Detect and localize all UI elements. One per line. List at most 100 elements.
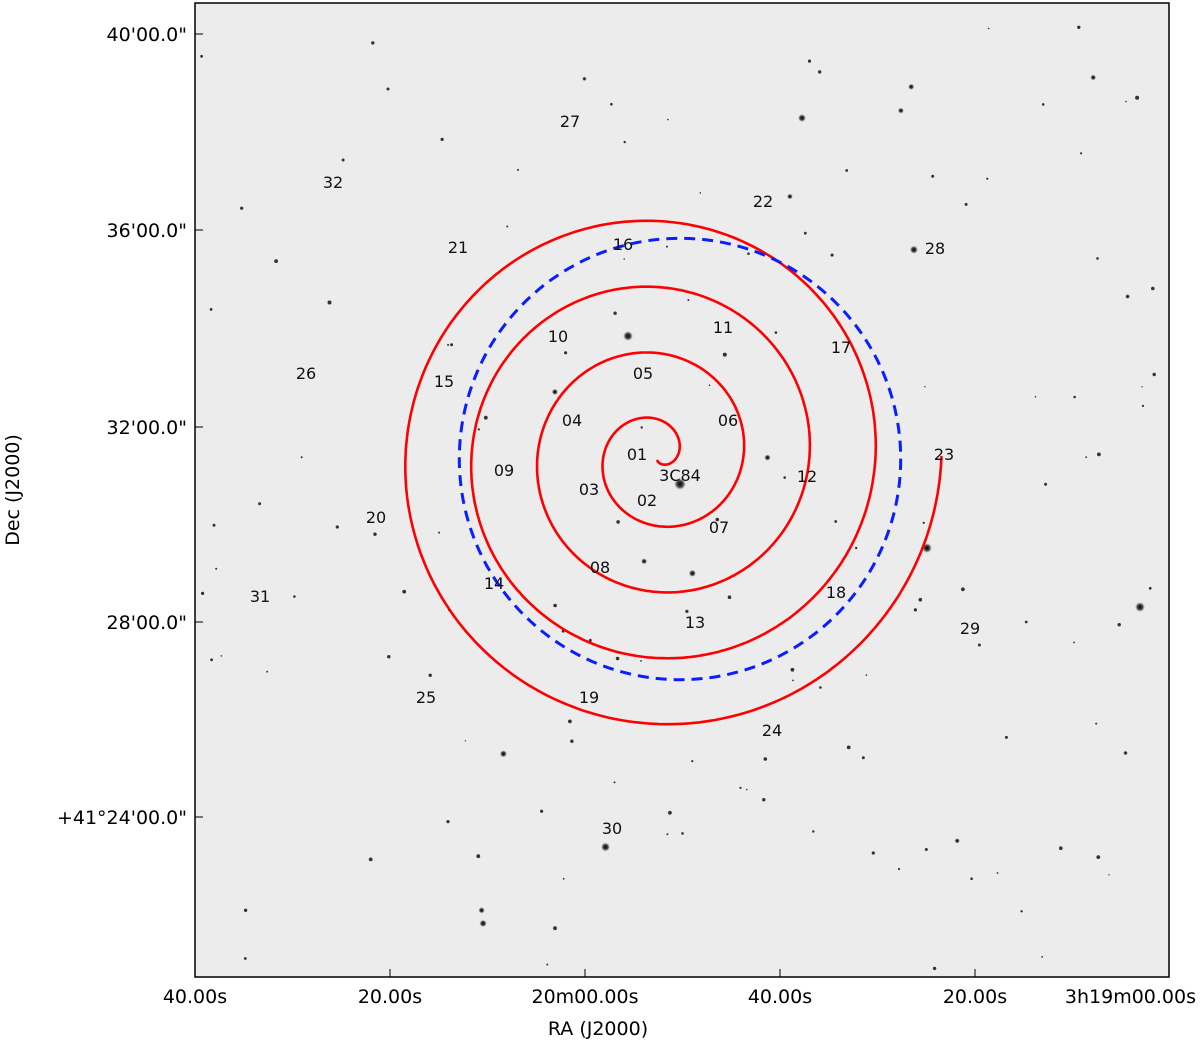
star xyxy=(640,660,642,662)
pointing-label-01: 01 xyxy=(627,445,647,464)
star xyxy=(1077,25,1081,29)
star xyxy=(562,877,565,880)
star xyxy=(970,877,973,880)
star xyxy=(1108,874,1110,876)
star xyxy=(691,760,694,763)
x-tick-label: 3h19m00.00s xyxy=(1065,986,1196,1008)
star xyxy=(1152,372,1156,377)
star xyxy=(666,833,669,836)
x-tick-label: 20.00s xyxy=(943,986,1007,1008)
pointing-label-04: 04 xyxy=(562,411,582,430)
star xyxy=(783,476,786,479)
star xyxy=(909,245,919,254)
star xyxy=(1073,395,1076,399)
pointing-label-05: 05 xyxy=(633,364,653,383)
star xyxy=(293,595,296,598)
star xyxy=(623,140,626,144)
star xyxy=(483,415,488,420)
star xyxy=(666,245,668,248)
star xyxy=(986,177,989,180)
star xyxy=(600,842,611,852)
star xyxy=(747,252,750,255)
star xyxy=(897,867,901,871)
star xyxy=(243,908,248,912)
pointing-label-03: 03 xyxy=(579,480,599,499)
star xyxy=(553,603,557,608)
star xyxy=(924,848,928,851)
pointing-label-28: 28 xyxy=(925,239,945,258)
pointing-label-02: 02 xyxy=(637,491,657,510)
star xyxy=(640,426,643,429)
star xyxy=(438,531,441,534)
star xyxy=(1117,623,1121,627)
galaxy xyxy=(1135,602,1145,612)
y-tick-label: 36'00.0" xyxy=(107,220,187,242)
star xyxy=(1041,103,1045,106)
star xyxy=(570,739,574,743)
star xyxy=(300,456,303,459)
pointing-label-18: 18 xyxy=(826,583,846,602)
star xyxy=(499,750,507,758)
star xyxy=(908,83,915,90)
star xyxy=(708,384,711,387)
pointing-label-07: 07 xyxy=(709,518,729,537)
star xyxy=(1024,620,1028,624)
sky-image xyxy=(195,3,1169,977)
star xyxy=(846,745,851,750)
star xyxy=(871,851,875,855)
star xyxy=(807,59,812,63)
pointing-label-06: 06 xyxy=(718,411,738,430)
star xyxy=(1095,722,1098,725)
x-tick-label: 20.00s xyxy=(358,986,422,1008)
pointing-label-12: 12 xyxy=(797,467,817,486)
pointing-label-19: 19 xyxy=(579,688,599,707)
star xyxy=(1044,482,1048,486)
star xyxy=(240,206,244,210)
star xyxy=(464,740,467,742)
star xyxy=(861,756,865,760)
star xyxy=(386,87,390,91)
pointing-label-26: 26 xyxy=(296,364,316,383)
star xyxy=(212,523,216,527)
pointing-label-16: 16 xyxy=(613,235,633,254)
x-axis-ticks: 40.00s 20.00s 20m00.00s 40.00s 20.00s 3h19m00… xyxy=(163,969,1196,1008)
pointing-label-25: 25 xyxy=(416,688,436,707)
star xyxy=(368,857,373,862)
star xyxy=(641,558,648,565)
star xyxy=(1004,735,1008,739)
star xyxy=(568,719,572,724)
star xyxy=(1135,95,1140,100)
pointing-labels: 01 02 03 04 05 06 07 08 09 10 11 12 13 14 15 16 17 18 19 20… xyxy=(250,112,980,838)
star xyxy=(688,569,697,577)
star xyxy=(996,872,999,874)
star xyxy=(1141,404,1145,407)
star xyxy=(335,525,339,529)
y-tick-label: 40'00.0" xyxy=(107,24,187,46)
star xyxy=(428,673,432,677)
star xyxy=(727,595,732,599)
star xyxy=(681,832,684,835)
spiral-path xyxy=(404,219,943,726)
pointing-label-20: 20 xyxy=(366,508,386,527)
star xyxy=(582,76,587,82)
star xyxy=(1085,456,1088,459)
star xyxy=(1096,855,1101,859)
star xyxy=(564,351,568,355)
pointing-label-24: 24 xyxy=(762,721,782,740)
star xyxy=(477,428,480,431)
galaxy xyxy=(798,114,806,122)
star xyxy=(1148,586,1152,590)
star xyxy=(897,107,904,114)
star xyxy=(667,118,669,121)
pointing-label-31: 31 xyxy=(250,587,270,606)
star xyxy=(931,174,935,178)
pointing-label-17: 17 xyxy=(831,338,851,357)
star xyxy=(610,102,613,106)
dashed-circle xyxy=(457,236,903,682)
star xyxy=(855,546,858,550)
pointing-label-21: 21 xyxy=(448,238,468,257)
star xyxy=(918,597,923,602)
star xyxy=(739,786,742,790)
star xyxy=(699,192,702,194)
star xyxy=(476,854,481,859)
